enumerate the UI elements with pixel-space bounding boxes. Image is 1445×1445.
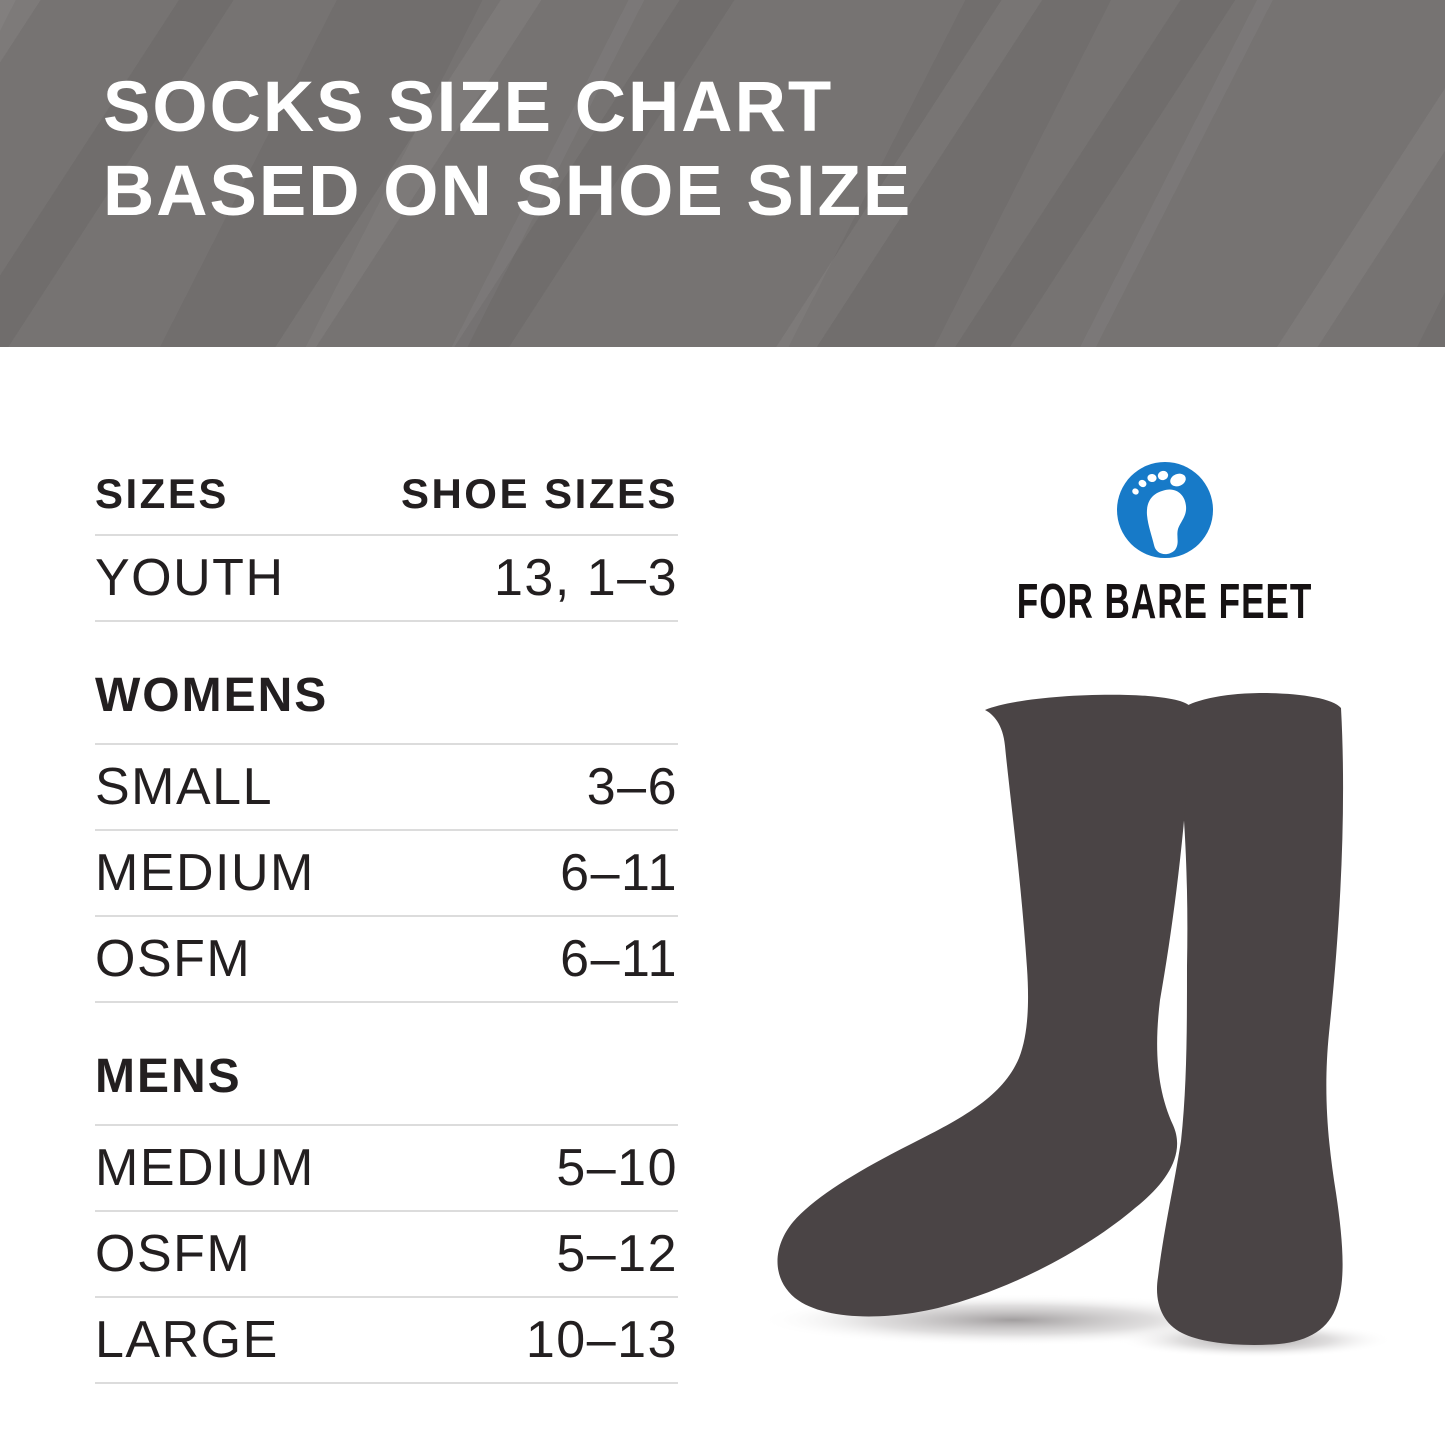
table-row-womens-osfm: OSFM 6–11: [95, 917, 678, 1003]
right-sock: [1157, 693, 1344, 1345]
header-banner: SOCKS SIZE CHART BASED ON SHOE SIZE: [0, 0, 1445, 347]
shoe-size-cell: 6–11: [560, 844, 678, 902]
size-table: SIZES SHOE SIZES YOUTH 13, 1–3 WOMENS SM…: [95, 462, 678, 1384]
shoe-size-cell: 6–11: [560, 930, 678, 988]
page-title-line2: BASED ON SHOE SIZE: [103, 152, 913, 231]
size-cell: LARGE: [95, 1311, 279, 1369]
column-header-sizes: SIZES: [95, 470, 229, 517]
shoe-size-cell: 5–12: [556, 1225, 678, 1283]
table-row-mens-medium: MEDIUM 5–10: [95, 1126, 678, 1212]
footprint-icon: [1117, 462, 1213, 558]
footprint-icon-foot: [1132, 470, 1187, 555]
table-row-mens-large: LARGE 10–13: [95, 1298, 678, 1384]
page-title: SOCKS SIZE CHART BASED ON SHOE SIZE: [103, 66, 912, 234]
page-title-line1: SOCKS SIZE CHART: [103, 68, 834, 147]
size-cell: OSFM: [95, 930, 252, 988]
brand-logo: FOR BARE FEET: [1012, 460, 1318, 629]
table-row-youth: YOUTH 13, 1–3: [95, 536, 678, 622]
shoe-size-cell: 10–13: [525, 1311, 678, 1369]
table-row-mens-osfm: OSFM 5–12: [95, 1212, 678, 1298]
left-sock: [777, 694, 1191, 1317]
shoe-size-cell: 5–10: [556, 1139, 678, 1197]
brand-name: FOR BARE FEET: [1017, 574, 1313, 629]
column-header-shoe-sizes: SHOE SIZES: [400, 470, 678, 517]
size-cell: MEDIUM: [95, 1139, 315, 1197]
section-header-mens: MENS: [95, 1049, 678, 1126]
shoe-size-cell: 3–6: [586, 758, 678, 816]
shoe-size-cell: 13, 1–3: [494, 549, 678, 607]
banner-diagonal-pattern: [0, 0, 1445, 347]
size-cell: YOUTH: [95, 549, 285, 607]
table-row-womens-medium: MEDIUM 6–11: [95, 831, 678, 917]
size-cell: OSFM: [95, 1225, 252, 1283]
socks-illustration: [763, 693, 1393, 1358]
table-header-row: SIZES SHOE SIZES: [95, 462, 678, 536]
size-cell: SMALL: [95, 758, 274, 816]
size-cell: MEDIUM: [95, 844, 315, 902]
section-header-womens: WOMENS: [95, 668, 678, 745]
table-row-womens-small: SMALL 3–6: [95, 745, 678, 831]
